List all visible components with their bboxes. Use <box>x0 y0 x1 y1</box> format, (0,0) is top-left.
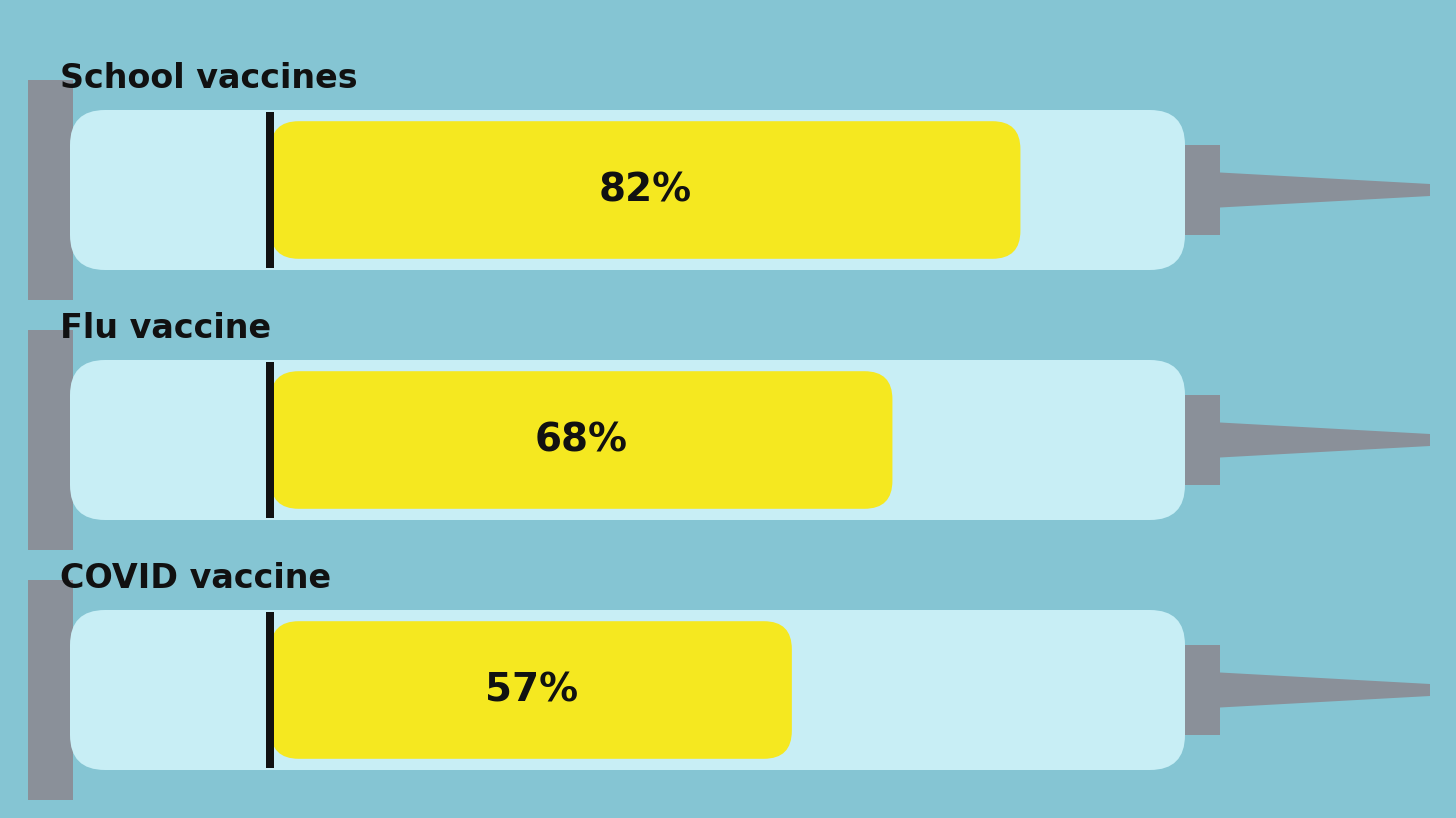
Bar <box>1185 395 1220 485</box>
Text: 68%: 68% <box>534 421 628 459</box>
Polygon shape <box>1220 173 1430 208</box>
Polygon shape <box>1220 672 1430 708</box>
Bar <box>265 612 274 768</box>
FancyBboxPatch shape <box>271 371 893 509</box>
Bar <box>70 660 73 720</box>
Bar <box>265 112 274 268</box>
Bar <box>1185 645 1220 735</box>
Text: 82%: 82% <box>598 171 692 209</box>
Bar <box>70 160 73 220</box>
Bar <box>28 580 73 800</box>
Bar <box>265 362 274 518</box>
FancyBboxPatch shape <box>271 621 792 759</box>
Bar <box>1185 145 1220 235</box>
FancyBboxPatch shape <box>271 121 1021 258</box>
Bar <box>28 80 73 300</box>
Text: School vaccines: School vaccines <box>60 62 358 95</box>
Bar <box>70 410 73 470</box>
Bar <box>28 330 73 550</box>
FancyBboxPatch shape <box>70 360 1185 520</box>
FancyBboxPatch shape <box>70 110 1185 270</box>
Text: Flu vaccine: Flu vaccine <box>60 312 271 345</box>
Text: 57%: 57% <box>485 671 578 709</box>
FancyBboxPatch shape <box>70 610 1185 770</box>
Text: COVID vaccine: COVID vaccine <box>60 562 331 595</box>
Polygon shape <box>1220 423 1430 457</box>
